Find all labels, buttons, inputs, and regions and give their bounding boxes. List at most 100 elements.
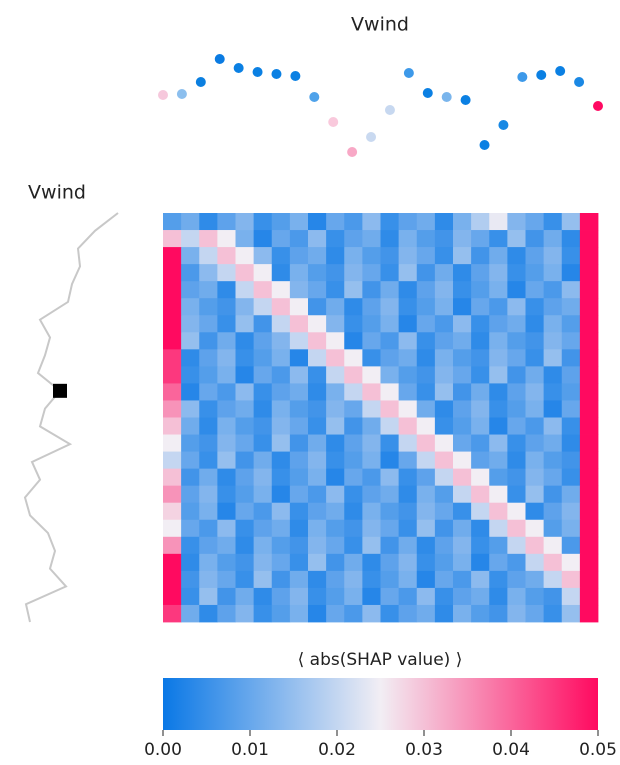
heat-cell bbox=[253, 587, 273, 606]
heat-cell bbox=[344, 519, 363, 538]
heat-cell bbox=[344, 366, 363, 384]
heat-cell bbox=[471, 230, 490, 248]
heat-cell bbox=[271, 604, 291, 623]
heat-cell bbox=[344, 264, 363, 282]
heat-cell bbox=[416, 298, 436, 316]
heat-cell bbox=[181, 281, 200, 299]
heat-cell bbox=[362, 213, 381, 231]
heat-cell bbox=[253, 247, 273, 265]
top-dot bbox=[517, 72, 528, 82]
heat-cell bbox=[525, 587, 545, 606]
heat-cell bbox=[362, 400, 381, 418]
top-dot bbox=[593, 101, 603, 111]
heat-cell bbox=[398, 485, 418, 504]
heat-cell bbox=[344, 553, 363, 572]
heat-cell bbox=[181, 400, 200, 418]
heat-cell bbox=[543, 315, 563, 333]
heat-cell bbox=[253, 213, 273, 231]
heat-cell bbox=[199, 417, 218, 435]
heat-cell bbox=[253, 332, 273, 350]
heat-cell bbox=[525, 502, 545, 521]
heat-cell bbox=[507, 264, 526, 282]
heat-cell bbox=[362, 587, 381, 606]
heat-cell bbox=[434, 349, 454, 367]
heat-cell bbox=[579, 451, 599, 470]
heat-cell bbox=[453, 417, 472, 435]
heat-cell bbox=[181, 315, 200, 333]
heat-cell bbox=[163, 298, 182, 316]
heat-cell bbox=[398, 281, 418, 299]
heat-cell bbox=[507, 213, 526, 231]
heat-cell bbox=[217, 587, 236, 606]
heat-cell bbox=[235, 298, 255, 316]
heat-cell bbox=[561, 213, 581, 231]
heat-cell bbox=[163, 468, 182, 487]
heat-cell bbox=[199, 502, 218, 521]
heat-cell bbox=[471, 587, 490, 606]
heat-cell bbox=[271, 502, 291, 521]
heat-cell bbox=[235, 366, 255, 384]
heat-cell bbox=[434, 281, 454, 299]
heat-cell bbox=[398, 366, 418, 384]
heat-cell bbox=[561, 536, 581, 555]
heat-cell bbox=[344, 570, 363, 589]
heat-cell bbox=[579, 417, 599, 435]
heat-cell bbox=[489, 536, 508, 555]
heat-cell bbox=[579, 298, 599, 316]
heat-cell bbox=[579, 264, 599, 282]
heat-cell bbox=[235, 451, 255, 470]
heat-cell bbox=[398, 536, 418, 555]
heat-cell bbox=[181, 553, 200, 572]
heat-cell bbox=[308, 570, 327, 589]
heat-cell bbox=[181, 264, 200, 282]
heat-cell bbox=[434, 468, 454, 487]
heat-cell bbox=[416, 332, 436, 350]
heat-cell bbox=[380, 485, 400, 504]
heat-cell bbox=[579, 485, 599, 504]
heat-cell bbox=[507, 315, 526, 333]
heat-cell bbox=[235, 213, 255, 231]
heat-cell bbox=[253, 451, 273, 470]
heat-cell bbox=[416, 468, 436, 487]
heat-cell bbox=[362, 349, 381, 367]
heat-cell bbox=[453, 366, 472, 384]
heat-cell bbox=[235, 587, 255, 606]
heat-cell bbox=[434, 434, 454, 452]
heat-cell bbox=[344, 315, 363, 333]
heat-cell bbox=[344, 587, 363, 606]
heat-cell bbox=[525, 604, 545, 623]
heat-cell bbox=[217, 213, 236, 231]
heat-cell bbox=[253, 366, 273, 384]
top-dot bbox=[441, 92, 452, 102]
heat-cell bbox=[181, 468, 200, 487]
heat-cell bbox=[181, 485, 200, 504]
heat-cell bbox=[398, 230, 418, 248]
heat-cell bbox=[398, 349, 418, 367]
heat-cell bbox=[308, 536, 327, 555]
heat-cell bbox=[326, 485, 345, 504]
heat-cell bbox=[453, 451, 472, 470]
heat-cell bbox=[543, 468, 563, 487]
heat-cell bbox=[344, 604, 363, 623]
heat-cell bbox=[217, 366, 236, 384]
heat-cell bbox=[416, 247, 436, 265]
heat-cell bbox=[163, 400, 182, 418]
heat-cell bbox=[453, 519, 472, 538]
heat-cell bbox=[489, 298, 508, 316]
heat-cell bbox=[434, 587, 454, 606]
heat-cell bbox=[380, 281, 400, 299]
heat-cell bbox=[525, 485, 545, 504]
heat-cell bbox=[362, 604, 381, 623]
heat-cell bbox=[579, 213, 599, 231]
heat-cell bbox=[362, 247, 381, 265]
heat-cell bbox=[561, 230, 581, 248]
heat-cell bbox=[235, 400, 255, 418]
heat-cell bbox=[289, 332, 309, 350]
heat-cell bbox=[326, 434, 345, 452]
heat-cell bbox=[561, 298, 581, 316]
heat-cell bbox=[253, 400, 273, 418]
heat-cell bbox=[543, 587, 563, 606]
heat-cell bbox=[507, 468, 526, 487]
heat-cell bbox=[489, 264, 508, 282]
heat-cell bbox=[181, 332, 200, 350]
